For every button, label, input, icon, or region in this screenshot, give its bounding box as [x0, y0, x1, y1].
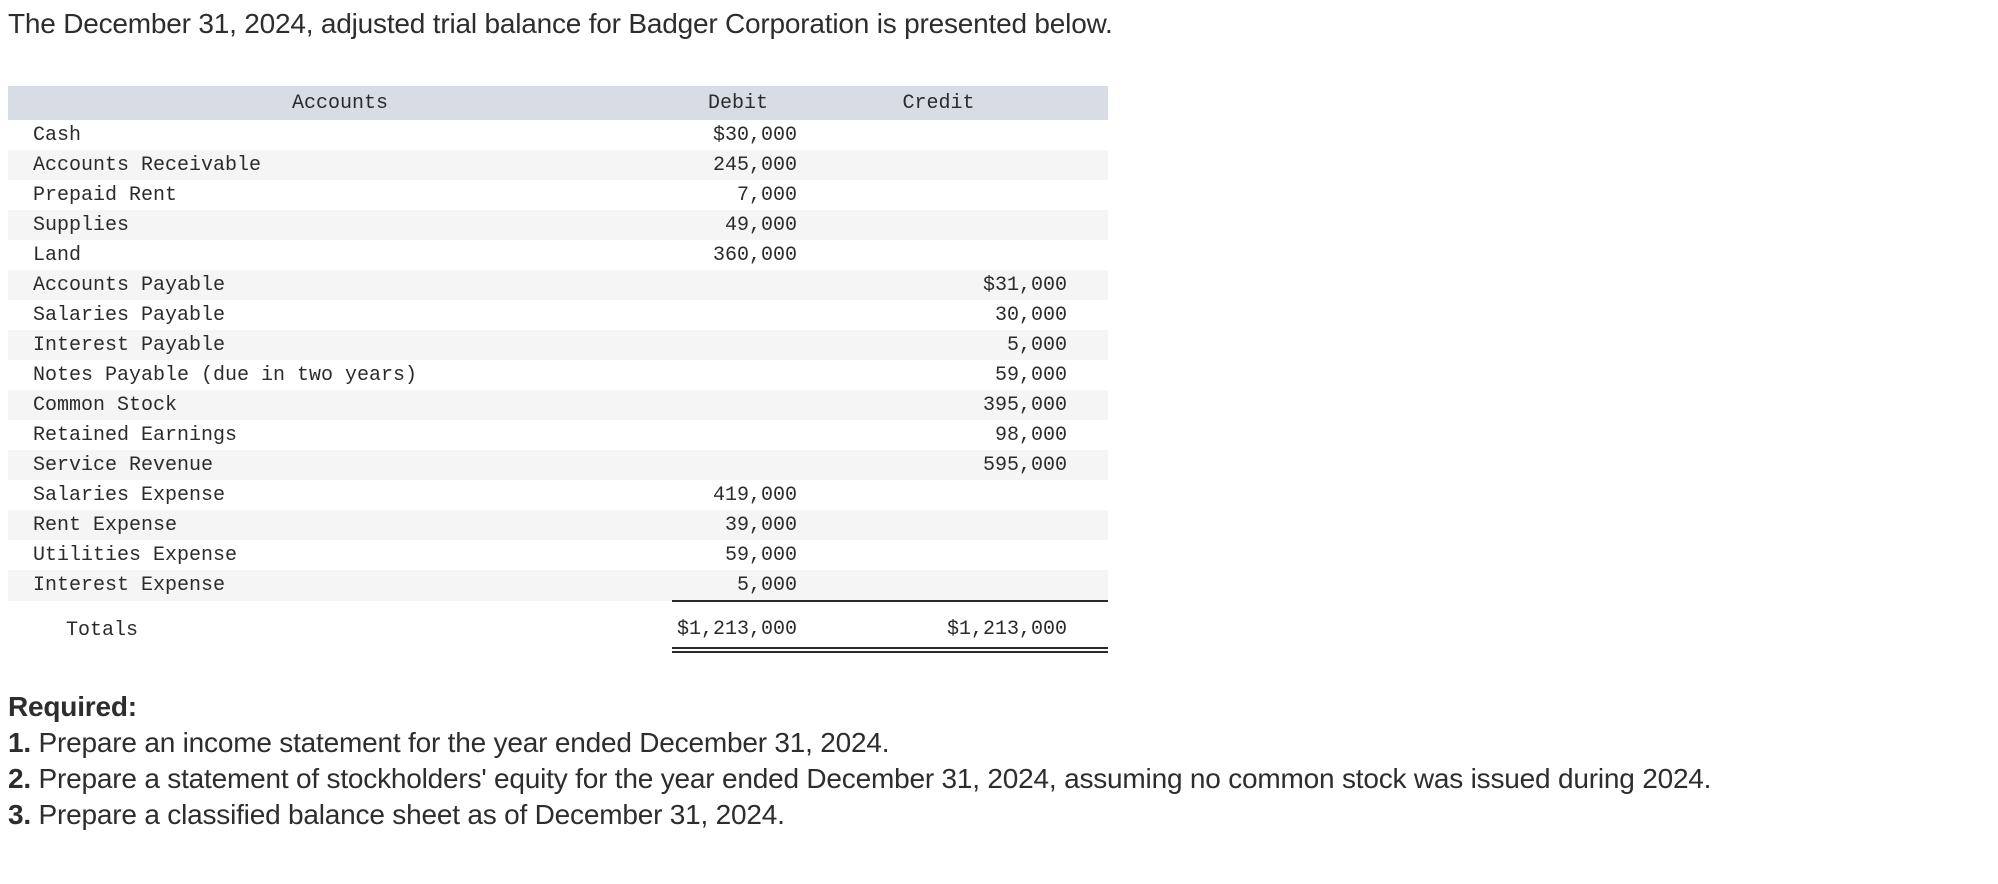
credit-cell: 30,000: [994, 303, 1067, 327]
credit-cell: [810, 180, 1108, 210]
table-row: Common Stock 395,000: [8, 390, 1108, 420]
credit-cell: [810, 210, 1108, 240]
table-row: Interest Payable 5,000: [8, 330, 1108, 360]
trial-balance-footer: Totals $1,213,000 $1,213,000: [8, 601, 1108, 653]
totals-credit-cell: $1,213,000: [810, 601, 1108, 653]
required-item-number: 2.: [8, 763, 31, 794]
required-item: 2. Prepare a statement of stockholders' …: [8, 761, 1768, 797]
credit-cell: 59,000: [994, 363, 1067, 387]
required-heading: Required:: [8, 691, 137, 722]
account-cell: Accounts Receivable: [33, 153, 262, 177]
table-row: Salaries Expense 419,000: [8, 480, 1108, 510]
debit-cell: [672, 360, 810, 390]
debit-cell: 7,000: [736, 183, 797, 207]
debit-cell: $30,000: [712, 123, 797, 147]
account-cell: Accounts Payable: [33, 273, 226, 297]
totals-debit-cell: $1,213,000: [672, 601, 810, 653]
account-cell: Common Stock: [33, 393, 178, 417]
required-item-text: Prepare a classified balance sheet as of…: [30, 799, 785, 830]
account-cell: Interest Payable: [33, 333, 226, 357]
credit-cell: [810, 240, 1108, 270]
credit-cell: 595,000: [982, 453, 1067, 477]
credit-cell: [810, 540, 1108, 570]
debit-cell: [672, 300, 810, 330]
credit-cell: [810, 570, 1108, 602]
account-cell: Salaries Expense: [33, 483, 226, 507]
debit-cell: 39,000: [724, 513, 797, 537]
required-item-text: Prepare an income statement for the year…: [30, 727, 890, 758]
debit-cell: 59,000: [724, 543, 797, 567]
account-cell: Interest Expense: [33, 574, 226, 597]
trial-balance-body: Cash $30,000 Accounts Receivable 245,000 Pre…: [8, 120, 1108, 602]
debit-cell: [672, 420, 810, 450]
account-cell: Rent Expense: [33, 513, 178, 537]
table-row: Prepaid Rent 7,000: [8, 180, 1108, 210]
table-row: Retained Earnings 98,000: [8, 420, 1108, 450]
debit-cell: 49,000: [724, 213, 797, 237]
credit-cell: [810, 510, 1108, 540]
debit-cell: [672, 330, 810, 360]
credit-cell: [810, 480, 1108, 510]
table-row: Land 360,000: [8, 240, 1108, 270]
account-cell: Utilities Expense: [33, 543, 238, 567]
table-row: Service Revenue 595,000: [8, 450, 1108, 480]
credit-cell: [810, 150, 1108, 180]
header-row: Accounts Debit Credit: [8, 86, 1108, 120]
table-row: Rent Expense 39,000: [8, 510, 1108, 540]
table-row: Accounts Payable $31,000: [8, 270, 1108, 300]
table-row: Interest Expense 5,000: [8, 570, 1108, 602]
totals-label: Totals: [66, 618, 139, 642]
required-section: Required: 1. Prepare an income statement…: [8, 689, 1768, 833]
table-row: Cash $30,000: [8, 120, 1108, 150]
account-cell: Salaries Payable: [33, 303, 226, 327]
page-title: The December 31, 2024, adjusted trial ba…: [8, 8, 1113, 39]
table-row: Salaries Payable 30,000: [8, 300, 1108, 330]
credit-cell: 5,000: [1006, 333, 1067, 357]
table-row: Supplies 49,000: [8, 210, 1108, 240]
account-cell: Cash: [33, 123, 82, 147]
credit-column-header: Credit: [810, 86, 1108, 120]
required-item: 3. Prepare a classified balance sheet as…: [8, 797, 1768, 833]
debit-cell: [672, 270, 810, 300]
table-row: Notes Payable (due in two years) 59,000: [8, 360, 1108, 390]
debit-cell: [672, 450, 810, 480]
account-cell: Service Revenue: [33, 453, 214, 477]
trial-balance-header: Accounts Debit Credit: [8, 86, 1108, 120]
debit-cell: 360,000: [712, 243, 797, 267]
credit-cell: $31,000: [982, 273, 1067, 297]
accounts-column-header: Accounts: [8, 86, 672, 120]
credit-cell: 98,000: [994, 423, 1067, 447]
table-row: Utilities Expense 59,000: [8, 540, 1108, 570]
debit-cell: 419,000: [712, 483, 797, 507]
account-cell: Supplies: [33, 213, 130, 237]
account-cell: Notes Payable (due in two years): [33, 363, 418, 387]
required-list: 1. Prepare an income statement for the y…: [8, 725, 1768, 833]
required-item-text: Prepare a statement of stockholders' equ…: [30, 763, 1712, 794]
account-cell: Retained Earnings: [33, 423, 238, 447]
trial-balance-table: Accounts Debit Credit Cash $30,000 Account…: [8, 86, 1108, 653]
totals-row: Totals $1,213,000 $1,213,000: [8, 601, 1108, 653]
credit-cell: [810, 120, 1108, 150]
debit-column-header: Debit: [672, 86, 810, 120]
required-item: 1. Prepare an income statement for the y…: [8, 725, 1768, 761]
required-item-number: 3.: [8, 799, 31, 830]
table-row: Accounts Receivable 245,000: [8, 150, 1108, 180]
debit-cell: 5,000: [672, 570, 810, 602]
credit-cell: 395,000: [982, 393, 1067, 417]
debit-cell: [672, 390, 810, 420]
required-item-number: 1.: [8, 727, 31, 758]
account-cell: Prepaid Rent: [33, 183, 178, 207]
account-cell: Land: [33, 243, 82, 267]
debit-cell: 245,000: [712, 153, 797, 177]
page: The December 31, 2024, adjusted trial ba…: [8, 8, 1768, 833]
